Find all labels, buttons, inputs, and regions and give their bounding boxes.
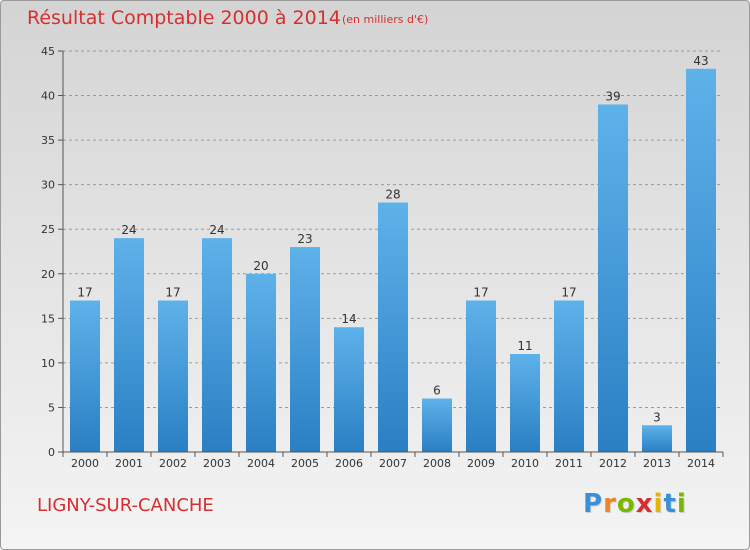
bar-2005 [290,247,320,452]
data-label: 3 [653,410,661,424]
y-tick-label: 30 [41,179,55,192]
x-tick-label: 2013 [643,457,671,470]
bar-2003 [202,238,232,452]
commune-name: LIGNY-SUR-CANCHE [37,495,214,516]
data-label: 11 [517,339,532,353]
bar-2014 [686,68,716,453]
bar-2006 [334,327,364,452]
labels: 0 5 10 15 20 25 30 35 40 45 17 2000 24 2001 17 2002 24 20… [41,45,715,470]
data-label: 39 [605,89,620,103]
x-tick-label: 2004 [247,457,275,470]
data-label: 6 [433,384,441,398]
bar-2002 [158,300,188,452]
bars [70,68,716,453]
x-tick-label: 2011 [555,457,583,470]
x-tick-label: 2010 [511,457,539,470]
logo-letter: x [635,489,654,519]
y-tick-label: 20 [41,268,55,281]
y-tick-label: 40 [41,90,55,103]
y-tick-label: 0 [48,446,55,459]
x-tick-label: 2012 [599,457,627,470]
x-tick-label: 2008 [423,457,451,470]
y-tick-label: 25 [41,223,55,236]
x-tick-label: 2014 [687,457,715,470]
data-label: 23 [297,232,312,246]
data-label: 24 [121,223,136,237]
data-label: 17 [77,286,92,300]
y-tick-label: 10 [41,357,55,370]
data-label: 43 [693,54,708,68]
bar-2013 [642,425,672,452]
x-tick-label: 2000 [71,457,99,470]
y-tick-label: 35 [41,134,55,147]
data-label: 17 [473,286,488,300]
x-tick-label: 2007 [379,457,407,470]
bar-2008 [422,398,452,452]
data-label: 17 [165,286,180,300]
bar-2007 [378,202,408,452]
bar-2012 [598,104,628,452]
logo-letter: i [676,489,687,519]
y-tick-label: 15 [41,312,55,325]
logo-letter: P [583,489,604,519]
x-tick-label: 2003 [203,457,231,470]
data-label: 24 [209,223,224,237]
y-tick-label: 5 [48,401,55,414]
chart-subtitle: (en milliers d'€) [342,13,429,26]
logo-letter: o [616,489,636,519]
proxiti-logo[interactable]: Proxiti [583,489,687,519]
data-label: 17 [561,286,576,300]
logo-letter: i [653,489,664,519]
x-tick-label: 2002 [159,457,187,470]
data-label: 28 [385,187,400,201]
logo-letter: r [603,489,617,519]
y-tick-label: 45 [41,45,55,58]
data-label: 14 [341,312,356,326]
logo-letter: t [663,489,677,519]
x-tick-label: 2009 [467,457,495,470]
bar-2001 [114,238,144,452]
axes [58,50,724,457]
bar-2000 [70,300,100,452]
data-label: 20 [253,259,268,273]
bar-2011 [554,300,584,452]
bar-2004 [246,273,276,452]
x-tick-label: 2001 [115,457,143,470]
x-tick-label: 2005 [291,457,319,470]
bar-2009 [466,300,496,452]
x-tick-label: 2006 [335,457,363,470]
bar-2010 [510,353,540,452]
chart-title: Résultat Comptable 2000 à 2014 [27,7,341,29]
